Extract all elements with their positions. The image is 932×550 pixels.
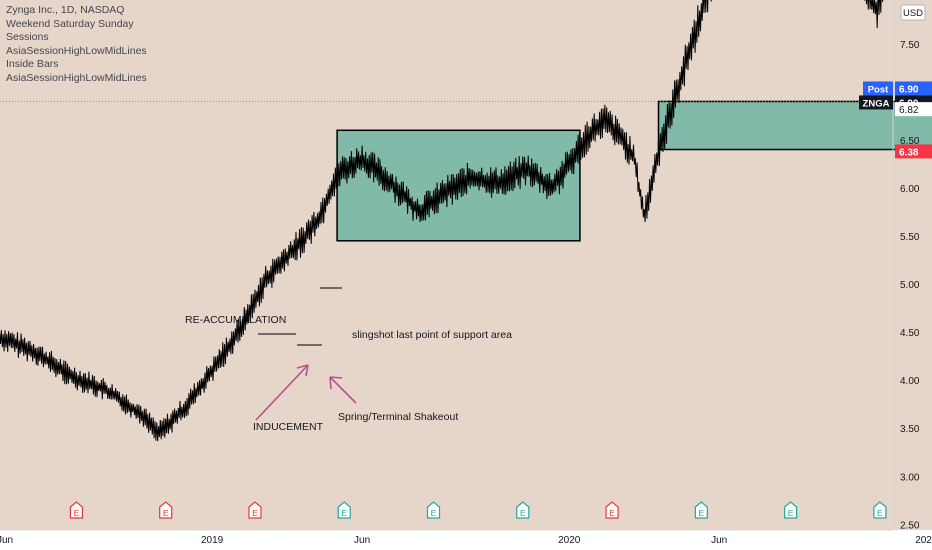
- indicator-label[interactable]: AsiaSessionHighLowMidLines: [6, 44, 147, 57]
- price-label: 6.90: [899, 84, 919, 95]
- earnings-marker-label: E: [341, 508, 347, 518]
- inducement-arrow: [255, 364, 309, 421]
- earnings-marker-shape: [694, 501, 708, 519]
- earnings-marker[interactable]: E: [159, 501, 173, 519]
- y-tick-label: 5.00: [900, 280, 920, 291]
- price-tag-box: [859, 95, 893, 110]
- session-background: [0, 0, 932, 530]
- earnings-marker-shape: [516, 501, 530, 519]
- annotation-label: Spring/Terminal Shakeout: [338, 411, 458, 423]
- earnings-marker-label: E: [788, 508, 794, 518]
- earnings-marker-shape: [873, 501, 887, 519]
- y-tick-label: 4.50: [900, 328, 920, 339]
- earnings-marker[interactable]: E: [605, 501, 619, 519]
- y-tick-label: 3.00: [900, 472, 920, 483]
- y-tick-label: 5.50: [900, 232, 920, 243]
- price-tag: ZNGA: [863, 98, 890, 109]
- x-tick-label: Jun: [354, 535, 370, 546]
- y-tick-label: 4.00: [900, 376, 920, 387]
- price-label-box: [895, 102, 932, 117]
- earnings-marker[interactable]: E: [69, 501, 84, 519]
- earnings-marker-label: E: [699, 508, 705, 518]
- earnings-marker-label: E: [877, 508, 883, 518]
- axis-corner: [894, 530, 932, 550]
- y-tick-label: 8.00: [900, 0, 920, 3]
- price-label: 6.82: [899, 105, 919, 116]
- earnings-marker-shape: [69, 501, 84, 519]
- earnings-marker[interactable]: E: [516, 501, 530, 519]
- spring-arrow: [329, 376, 357, 404]
- earnings-marker[interactable]: E: [248, 501, 262, 519]
- price-series: [0, 0, 884, 442]
- earnings-marker-label: E: [609, 508, 615, 518]
- earnings-marker-shape: [337, 501, 351, 519]
- price-label: 6.38: [899, 147, 919, 158]
- earnings-marker-shape: [248, 501, 262, 519]
- earnings-marker-shape: [784, 501, 798, 519]
- y-tick-label: 7.50: [900, 40, 920, 51]
- earnings-marker[interactable]: E: [337, 501, 351, 519]
- indicator-label[interactable]: Weekend Saturday Sunday: [6, 17, 134, 30]
- currency-label: USD: [903, 8, 923, 19]
- earnings-marker-label: E: [520, 508, 526, 518]
- x-tick-label: 2019: [201, 535, 224, 546]
- earnings-marker-shape: [426, 501, 441, 519]
- annotation-label: INDUCEMENT: [253, 421, 324, 433]
- earnings-marker-label: E: [74, 508, 80, 518]
- indicator-label[interactable]: AsiaSessionHighLowMidLines: [6, 71, 147, 84]
- earnings-marker-label: E: [163, 508, 169, 518]
- legend: Zynga Inc., 1D, NASDAQ Weekend Saturday …: [6, 4, 147, 85]
- earnings-marker[interactable]: E: [873, 501, 887, 519]
- price-tag: Post: [868, 84, 889, 95]
- earnings-marker[interactable]: E: [426, 501, 441, 519]
- earnings-marker[interactable]: E: [694, 501, 708, 519]
- price-label-box: [895, 81, 932, 96]
- currency-badge[interactable]: USD: [900, 4, 926, 21]
- x-tick-label: 2021: [915, 535, 932, 546]
- symbol-title[interactable]: Zynga Inc., 1D, NASDAQ: [6, 4, 125, 16]
- earnings-marker-shape: [159, 501, 173, 519]
- x-tick-label: 2020: [558, 535, 581, 546]
- indicator-label[interactable]: Inside Bars: [6, 58, 59, 70]
- earnings-marker-label: E: [252, 508, 258, 518]
- currency-badge-box: [900, 4, 926, 21]
- indicator-label[interactable]: Sessions: [6, 31, 49, 43]
- price-label-box: [895, 144, 932, 159]
- y-tick-label: 3.50: [900, 424, 920, 435]
- structure-lines: [258, 287, 342, 346]
- y-tick-label: 6.50: [900, 136, 920, 147]
- annotation-label: slingshot last point of support area: [352, 329, 512, 341]
- annotation-label: RE-ACCUMULATION: [185, 314, 286, 326]
- earnings-marker[interactable]: E: [784, 501, 798, 519]
- price-tag-box: [863, 81, 893, 96]
- x-tick-label: Jun: [0, 535, 13, 546]
- earnings-marker-shape: [605, 501, 619, 519]
- y-tick-label: 2.50: [900, 520, 920, 531]
- slingshot-box: [657, 100, 932, 151]
- x-tick-label: Jun: [711, 535, 727, 546]
- y-tick-label: 6.00: [900, 184, 920, 195]
- earnings-marker-label: E: [431, 508, 437, 518]
